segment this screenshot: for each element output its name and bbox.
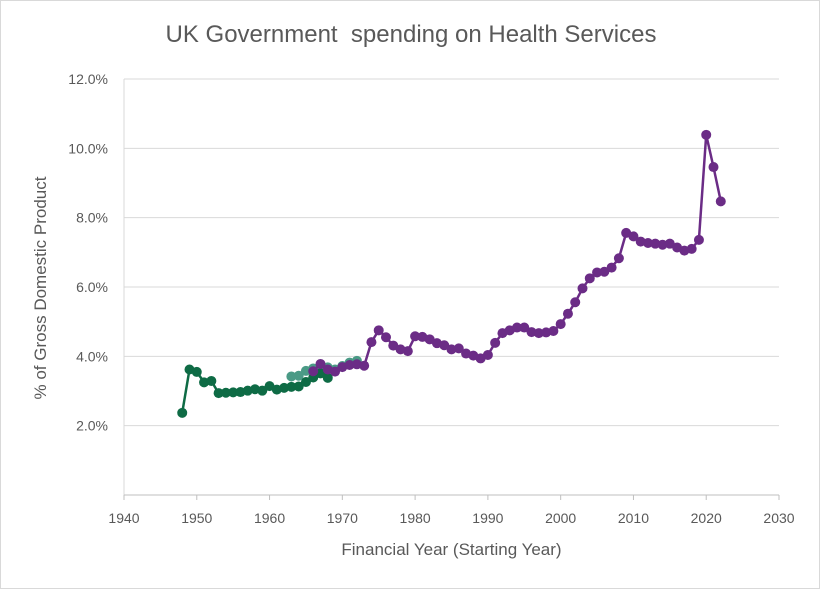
axes — [123, 79, 780, 500]
data-point — [577, 283, 588, 294]
data-point — [512, 322, 522, 333]
data-point — [490, 337, 501, 348]
data-point — [206, 375, 217, 386]
y-tick-label: 12.0% — [68, 71, 108, 87]
data-point — [599, 266, 610, 277]
data-point — [293, 381, 304, 392]
data-point — [693, 234, 704, 245]
data-point — [177, 407, 188, 418]
data-point — [315, 358, 326, 369]
x-tick-label: 1970 — [327, 510, 358, 526]
data-point — [715, 196, 726, 207]
data-point — [643, 237, 653, 248]
data-point — [628, 231, 639, 242]
y-tick-label: 2.0% — [76, 418, 108, 434]
data-point — [373, 325, 384, 336]
data-point — [686, 243, 697, 254]
data-point — [410, 331, 421, 342]
x-tick-label: 1950 — [181, 510, 212, 526]
data-point — [330, 366, 341, 377]
data-point — [592, 267, 603, 278]
data-point — [708, 162, 719, 173]
x-tick-label: 1980 — [400, 510, 431, 526]
y-tick-label: 10.0% — [68, 140, 108, 156]
data-point — [533, 328, 544, 339]
data-point — [293, 370, 304, 381]
data-point — [359, 360, 370, 371]
data-point — [286, 371, 297, 382]
x-tick-label: 1940 — [108, 510, 139, 526]
data-point — [322, 372, 333, 383]
data-point — [344, 360, 355, 370]
x-tick-label: 2020 — [691, 510, 722, 526]
x-axis-title: Financial Year (Starting Year) — [341, 540, 562, 559]
data-point — [519, 322, 530, 333]
data-point — [482, 349, 493, 360]
x-tick-label: 2030 — [763, 510, 794, 526]
data-point — [606, 262, 617, 273]
y-tick-label: 4.0% — [76, 348, 108, 364]
data-point — [366, 337, 377, 348]
series-2 — [177, 364, 333, 418]
x-tick-label: 1960 — [254, 510, 285, 526]
data-point — [555, 319, 566, 330]
series-group — [177, 129, 726, 418]
data-point — [300, 376, 311, 387]
series-line — [312, 133, 723, 373]
data-point — [570, 297, 581, 308]
data-point — [308, 366, 319, 377]
data-point — [548, 326, 559, 337]
data-point — [402, 346, 413, 357]
data-point — [453, 343, 464, 354]
data-point — [286, 381, 297, 392]
x-tick-label: 2000 — [545, 510, 576, 526]
data-point — [228, 387, 239, 398]
y-tick-label: 8.0% — [76, 210, 108, 226]
data-point — [381, 332, 391, 343]
data-point — [439, 340, 450, 351]
y-tick-label: 6.0% — [76, 279, 108, 295]
tick-labels: 2.0% 4.0% 6.0% 8.0% 10.0% 12.0% 1940 1950 1960 19… — [68, 71, 794, 526]
data-point — [613, 253, 624, 264]
data-point — [220, 387, 231, 398]
data-point — [584, 273, 595, 284]
data-point — [562, 308, 573, 319]
chart-title: UK Government spending on Health Service… — [165, 21, 657, 48]
data-point — [701, 129, 712, 140]
gridlines — [124, 78, 779, 427]
series-3 — [308, 129, 726, 377]
x-tick-label: 2010 — [618, 510, 649, 526]
x-tick-label: 1990 — [472, 510, 503, 526]
data-point — [213, 388, 224, 399]
data-point — [191, 366, 202, 377]
data-point — [257, 385, 268, 396]
